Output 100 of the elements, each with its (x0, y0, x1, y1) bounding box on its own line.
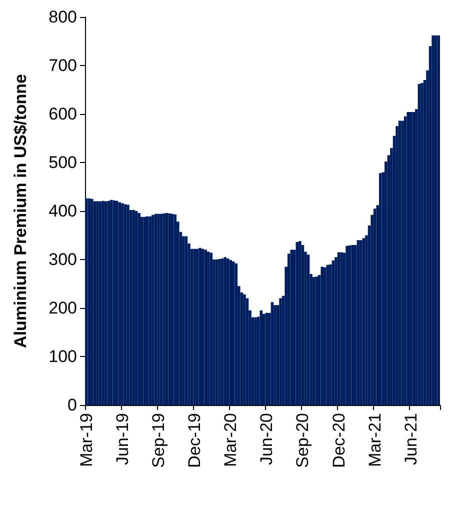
bar (254, 317, 257, 405)
bar (270, 302, 274, 405)
bar (332, 260, 335, 405)
y-tick-label: 800 (48, 8, 77, 26)
bar (204, 250, 208, 405)
bar (184, 236, 188, 405)
bar (107, 200, 110, 405)
bar (102, 200, 104, 405)
y-tick-label: 400 (48, 202, 77, 220)
bar (262, 314, 266, 405)
bar (378, 173, 382, 405)
bar (210, 252, 213, 405)
bar (229, 260, 232, 405)
x-tick-label: Mar-19 (76, 413, 96, 467)
bar (93, 201, 96, 405)
bar (265, 312, 268, 405)
bar (232, 261, 235, 405)
bar (198, 248, 202, 405)
bar (143, 216, 146, 405)
bar (154, 214, 158, 405)
bar (85, 198, 88, 405)
bar (234, 263, 238, 405)
bar (326, 264, 330, 405)
bar (140, 216, 144, 405)
bar (279, 298, 282, 405)
bar (148, 216, 152, 405)
bar (409, 112, 412, 405)
bar (196, 248, 199, 405)
bar (207, 252, 210, 405)
bar (126, 204, 130, 405)
bar (274, 305, 276, 405)
bar (315, 276, 318, 405)
bar (152, 214, 154, 405)
y-tick-label: 0 (68, 396, 77, 414)
bar (351, 244, 354, 405)
bar (112, 200, 116, 405)
bar (296, 242, 299, 405)
y-axis-title: Aluminium Premium in US$/tonne (11, 74, 30, 348)
bar (437, 35, 440, 405)
bar (306, 254, 310, 405)
bar (418, 84, 421, 405)
bar (110, 200, 113, 405)
bar (373, 208, 376, 405)
bar (160, 214, 163, 405)
bar (360, 240, 362, 405)
bar (432, 35, 434, 405)
bar (168, 213, 171, 405)
x-tick-label: Jun-20 (257, 413, 276, 465)
bar (162, 213, 166, 405)
bar (362, 238, 366, 405)
bar (218, 259, 221, 405)
x-tick-label: Jun-19 (112, 413, 132, 465)
bar (404, 116, 407, 405)
bar (243, 294, 246, 405)
bar (420, 82, 424, 405)
x-tick-label: Dec-19 (185, 413, 204, 468)
y-tick-label: 300 (48, 250, 77, 269)
bar (118, 202, 122, 405)
bar (246, 298, 249, 405)
y-tick-label: 500 (48, 153, 77, 172)
x-tick-label: Mar-20 (221, 413, 240, 467)
bar (406, 112, 410, 405)
bar (121, 203, 124, 405)
y-tick-label: 700 (48, 56, 77, 75)
bar (132, 210, 135, 405)
bar (260, 310, 262, 405)
bar (138, 212, 140, 405)
x-tick-label: Jun-21 (401, 413, 420, 465)
bar (320, 266, 324, 405)
bar (215, 260, 218, 405)
bar (165, 212, 168, 405)
bar (96, 201, 99, 405)
bar (146, 216, 149, 405)
x-tick-label: Mar-21 (365, 413, 384, 467)
bar (412, 112, 416, 405)
bar (226, 258, 230, 405)
bar (301, 244, 304, 405)
bar (287, 254, 290, 405)
bar (398, 120, 402, 405)
bar (201, 248, 204, 405)
y-tick-label: 200 (48, 298, 77, 318)
bar (401, 120, 404, 405)
bar (290, 250, 294, 405)
bar (174, 214, 177, 405)
y-tick-label: 600 (48, 104, 77, 124)
bar (193, 248, 196, 405)
x-tick-label: Dec-20 (329, 413, 348, 468)
bar (434, 35, 438, 405)
bar (312, 276, 316, 405)
bar (124, 204, 127, 405)
y-tick-label: 100 (48, 347, 77, 366)
bar (337, 252, 340, 405)
bar (329, 264, 332, 405)
bar (104, 201, 108, 405)
bar (170, 214, 174, 405)
bar (224, 257, 226, 405)
bar (90, 198, 94, 405)
bar (348, 245, 352, 405)
bar (98, 201, 102, 405)
bar (356, 240, 360, 405)
